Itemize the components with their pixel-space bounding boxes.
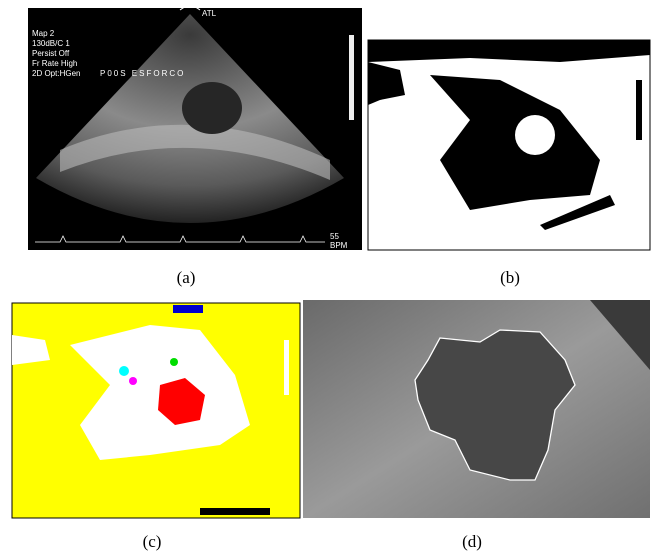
info-text: 2D Opt:HGen bbox=[32, 69, 80, 78]
panel-c bbox=[12, 303, 300, 518]
heart-rate: 55 bbox=[330, 232, 339, 241]
page: {"panel_a": {"label": "(a)", "info": ["M… bbox=[0, 0, 657, 552]
info-text: Persist Off bbox=[32, 49, 70, 58]
panel-label: (d) bbox=[462, 532, 482, 551]
info-text: Map 2 bbox=[32, 29, 55, 38]
mask-region bbox=[636, 80, 642, 140]
caption-text: P00S ESFORCO bbox=[100, 69, 185, 78]
cavity bbox=[182, 82, 242, 134]
brand-text: ATL bbox=[202, 9, 217, 18]
panel-label: (b) bbox=[500, 268, 520, 287]
segment-white bbox=[284, 340, 289, 395]
mask-blob bbox=[515, 115, 555, 155]
info-text: Fr Rate High bbox=[32, 59, 77, 68]
segment-cyan bbox=[119, 366, 129, 376]
segment-black bbox=[200, 508, 270, 515]
figure: Map 2 130dB/C 1 Persist Off Fr Rate High… bbox=[0, 0, 657, 552]
segment-magenta bbox=[129, 377, 137, 385]
panel-a: Map 2 130dB/C 1 Persist Off Fr Rate High… bbox=[28, 6, 362, 250]
segment-blue bbox=[173, 305, 203, 313]
panel-label: (a) bbox=[177, 268, 196, 287]
info-text: 130dB/C 1 bbox=[32, 39, 70, 48]
heart-rate-unit: BPM bbox=[330, 241, 348, 250]
segment-green bbox=[170, 358, 178, 366]
panel-d bbox=[303, 300, 650, 518]
panel-label: (c) bbox=[143, 532, 162, 551]
gray-scale bbox=[349, 35, 354, 120]
panel-b bbox=[368, 40, 650, 250]
